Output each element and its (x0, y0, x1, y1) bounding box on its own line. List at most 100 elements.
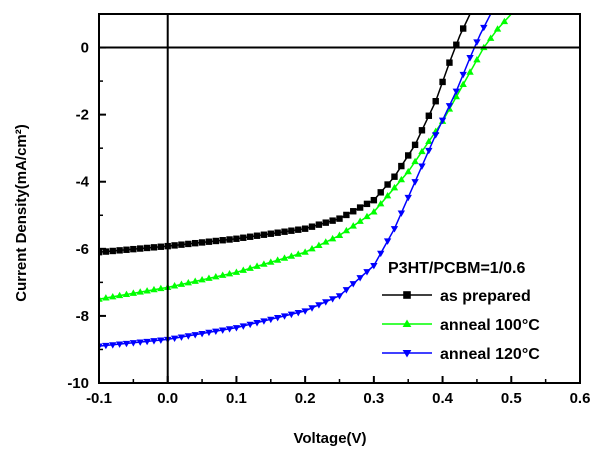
marker-triangle-down (136, 339, 144, 346)
marker-triangle-down (280, 313, 289, 320)
marker-square (233, 235, 240, 242)
marker-triangle-down (445, 103, 454, 110)
marker-square (384, 181, 391, 188)
marker-square (356, 204, 364, 211)
marker-square (350, 208, 357, 215)
marker-square (432, 98, 439, 105)
legend: P3HT/PCBM=1/0.6 as prepared anneal 100°C a… (382, 260, 540, 363)
marker-triangle-up (390, 183, 399, 191)
marker-square (185, 240, 192, 248)
marker-triangle-up (404, 167, 412, 175)
marker-triangle-down (335, 293, 344, 300)
marker-triangle-up (109, 292, 117, 300)
marker-square (219, 237, 226, 244)
marker-triangle-down (308, 305, 316, 312)
marker-square (274, 229, 281, 236)
marker-square (253, 232, 261, 239)
marker-square (171, 242, 178, 249)
marker-triangle-down (109, 342, 117, 349)
marker-square (137, 245, 144, 252)
marker-square (267, 230, 274, 237)
marker-triangle-down (349, 281, 357, 288)
marker-triangle-up (335, 231, 344, 238)
marker-triangle-down (473, 39, 481, 46)
marker-triangle-up (115, 291, 124, 299)
marker-triangle-up (170, 282, 179, 289)
legend-label: as prepared (440, 288, 531, 305)
x-tick-label: 0.5 (501, 390, 522, 407)
marker-triangle-down (402, 349, 412, 358)
marker-triangle-up (411, 157, 419, 165)
marker-triangle-up (473, 56, 481, 63)
marker-square (123, 246, 130, 253)
marker-square (453, 41, 460, 48)
marker-triangle-down (198, 330, 206, 338)
marker-square (130, 245, 137, 253)
marker-triangle-down (356, 275, 364, 282)
marker-triangle-down (260, 318, 268, 325)
marker-square (102, 248, 110, 255)
marker-square (363, 200, 371, 208)
legend-title: P3HT/PCBM=1/0.6 (388, 260, 525, 277)
marker-triangle-up (322, 238, 330, 245)
marker-triangle-down (383, 238, 392, 245)
marker-square (391, 173, 398, 180)
marker-square (288, 227, 295, 234)
series-line (99, 14, 512, 300)
marker-square (246, 233, 254, 240)
marker-square (322, 219, 329, 226)
marker-triangle-down (143, 338, 151, 346)
marker-triangle-down (122, 340, 131, 348)
marker-triangle-down (425, 147, 433, 155)
marker-square (425, 112, 433, 119)
legend-label: anneal 100°C (440, 317, 540, 334)
marker-square (343, 211, 350, 219)
marker-square (403, 291, 411, 299)
marker-triangle-down (459, 71, 467, 79)
marker-square (315, 221, 323, 228)
legend-entry: anneal 120°C (382, 346, 540, 363)
x-tick-label: 0.2 (295, 390, 316, 407)
marker-triangle-up (246, 264, 254, 271)
marker-triangle-down (315, 302, 323, 309)
marker-triangle-up (349, 222, 357, 229)
marker-square (336, 215, 343, 222)
marker-square (418, 127, 426, 134)
y-tick-label: -4 (76, 174, 90, 191)
marker-triangle-down (411, 179, 419, 186)
marker-triangle-down (246, 321, 254, 329)
marker-triangle-up (363, 212, 371, 220)
marker-square (143, 244, 151, 252)
marker-triangle-down (184, 333, 193, 340)
marker-square (377, 189, 384, 196)
marker-square (212, 237, 220, 245)
marker-triangle-up (150, 285, 158, 293)
marker-square (240, 234, 247, 241)
marker-triangle-up (219, 271, 227, 278)
x-tick-label: 0.3 (363, 390, 384, 407)
marker-triangle-up (184, 279, 193, 286)
marker-triangle-up (315, 241, 323, 249)
marker-triangle-up (273, 256, 282, 263)
series-1 (99, 14, 512, 302)
marker-square (226, 236, 233, 243)
marker-triangle-up (260, 260, 268, 267)
marker-triangle-down (157, 337, 165, 344)
marker-square (398, 162, 405, 170)
marker-triangle-up (397, 175, 406, 183)
marker-triangle-down (480, 24, 488, 32)
marker-triangle-down (191, 332, 199, 339)
marker-triangle-up (377, 200, 385, 207)
marker-triangle-down (219, 327, 227, 334)
marker-triangle-down (397, 210, 406, 217)
marker-triangle-up (402, 319, 412, 328)
marker-square (370, 196, 378, 204)
marker-triangle-up (493, 25, 502, 32)
marker-triangle-up (253, 262, 261, 269)
marker-triangle-up (198, 276, 206, 283)
marker-triangle-down (328, 296, 337, 303)
marker-triangle-down (239, 323, 247, 330)
marker-triangle-up (225, 269, 234, 277)
marker-square (439, 78, 446, 86)
